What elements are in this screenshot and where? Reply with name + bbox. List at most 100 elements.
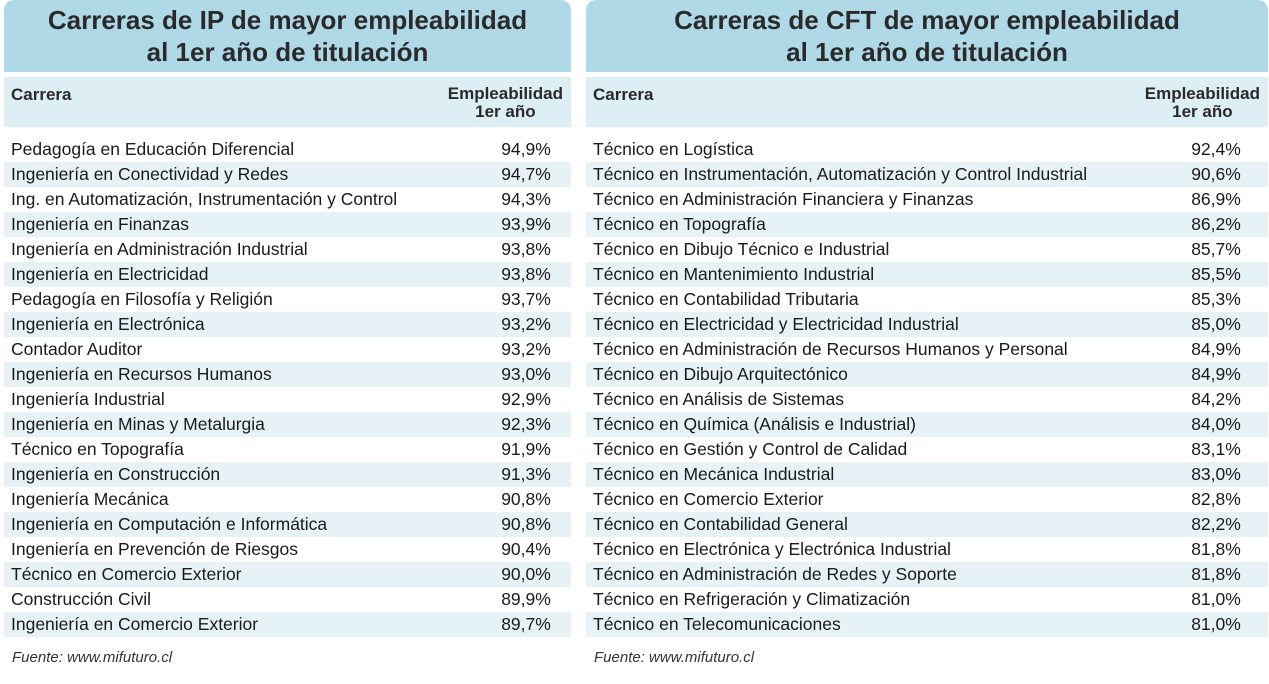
ip-title-line2: al 1er año de titulación: [146, 37, 429, 67]
career-name: Ingeniería en Minas y Metalurgia: [11, 414, 265, 434]
employability-value: 84,9%: [1191, 339, 1241, 359]
employability-value: 85,5%: [1191, 264, 1241, 284]
career-name: Técnico en Comercio Exterior: [11, 564, 242, 584]
table-row: Técnico en Administración de Recursos Hu…: [586, 337, 1268, 362]
cft-title-line2: al 1er año de titulación: [786, 37, 1068, 67]
table-row: Técnico en Topografía 86,2%: [586, 212, 1268, 237]
employability-value: 82,8%: [1191, 489, 1241, 509]
ip-rows: Pedagogía en Educación Diferencial 94,9% I…: [4, 137, 571, 637]
ip-col-emp-line1: Empleabilidad: [447, 84, 563, 103]
table-row: Contador Auditor 93,2%: [4, 337, 571, 362]
employability-value: 84,2%: [1191, 389, 1241, 409]
employability-value: 83,1%: [1191, 439, 1241, 459]
employability-value: 89,7%: [501, 614, 551, 634]
employability-value: 91,3%: [501, 464, 551, 484]
employability-value: 94,3%: [501, 189, 551, 209]
career-name: Ingeniería en Computación e Informática: [11, 514, 328, 534]
employability-value: 93,8%: [501, 264, 551, 284]
table-row: Ing. en Automatización, Instrumentación …: [4, 187, 571, 212]
career-name: Técnico en Electricidad y Electricidad I…: [593, 314, 959, 334]
employability-value: 93,7%: [501, 289, 551, 309]
table-row: Técnico en Instrumentación, Automatizaci…: [586, 162, 1268, 187]
table-row: Ingeniería en Minas y Metalurgia 92,3%: [4, 412, 571, 437]
ip-source: Fuente: www.mifuturo.cl: [12, 649, 173, 666]
career-name: Ingeniería en Administración Industrial: [11, 239, 308, 259]
career-name: Técnico en Mecánica Industrial: [593, 464, 835, 484]
employability-value: 83,0%: [1191, 464, 1241, 484]
career-name: Técnico en Química (Análisis e Industria…: [593, 414, 916, 434]
career-name: Técnico en Contabilidad Tributaria: [593, 289, 859, 309]
table-row: Técnico en Dibujo Arquitectónico 84,9%: [586, 362, 1268, 387]
employability-value: 81,8%: [1191, 539, 1241, 559]
table-row: Técnico en Contabilidad Tributaria 85,3%: [586, 287, 1268, 312]
career-name: Ingeniería en Comercio Exterior: [11, 614, 259, 634]
cft-source: Fuente: www.mifuturo.cl: [594, 649, 755, 666]
career-name: Técnico en Administración de Redes y Sop…: [593, 564, 957, 584]
career-name: Técnico en Instrumentación, Automatizaci…: [593, 164, 1088, 184]
career-name: Técnico en Refrigeración y Climatización: [593, 589, 911, 609]
employability-value: 89,9%: [501, 589, 551, 609]
table-row: Ingeniería en Construcción 91,3%: [4, 462, 571, 487]
career-name: Ingeniería en Finanzas: [11, 214, 190, 234]
career-name: Ingeniería en Electrónica: [11, 314, 205, 334]
cft-title-line1: Carreras de CFT de mayor empleabilidad: [674, 5, 1180, 35]
career-name: Técnico en Dibujo Técnico e Industrial: [593, 239, 890, 259]
table-row: Pedagogía en Filosofía y Religión 93,7%: [4, 287, 571, 312]
career-name: Ingeniería Mecánica: [11, 489, 169, 509]
table-row: Técnico en Mantenimiento Industrial 85,5%: [586, 262, 1268, 287]
employability-value: 85,0%: [1191, 314, 1241, 334]
ip-table-title: Carreras de IP de mayor empleabilidad al…: [4, 0, 571, 72]
career-name: Técnico en Administración de Recursos Hu…: [593, 339, 1068, 359]
employability-value: 90,6%: [1191, 164, 1241, 184]
cft-col-career: Carrera: [593, 85, 654, 104]
table-row: Técnico en Administración de Redes y Sop…: [586, 562, 1268, 587]
employability-value: 82,2%: [1191, 514, 1241, 534]
table-row: Ingeniería en Comercio Exterior 89,7%: [4, 612, 571, 637]
employability-value: 93,2%: [501, 339, 551, 359]
table-row: Técnico en Comercio Exterior 82,8%: [586, 487, 1268, 512]
table-row: Ingeniería en Prevención de Riesgos 90,4%: [4, 537, 571, 562]
employability-value: 86,2%: [1191, 214, 1241, 234]
cft-col-employability: Empleabilidad 1er año: [1145, 85, 1260, 121]
employability-value: 94,9%: [501, 139, 551, 159]
career-name: Técnico en Logística: [593, 139, 754, 159]
employability-value: 93,9%: [501, 214, 551, 234]
employability-value: 90,4%: [501, 539, 551, 559]
career-name: Técnico en Gestión y Control de Calidad: [593, 439, 908, 459]
career-name: Técnico en Contabilidad General: [593, 514, 848, 534]
employability-value: 90,8%: [501, 514, 551, 534]
table-row: Ingeniería Industrial 92,9%: [4, 387, 571, 412]
table-row: Técnico en Química (Análisis e Industria…: [586, 412, 1268, 437]
table-row: Técnico en Administración Financiera y F…: [586, 187, 1268, 212]
table-row: Técnico en Dibujo Técnico e Industrial 85…: [586, 237, 1268, 262]
career-name: Pedagogía en Educación Diferencial: [11, 139, 295, 159]
employability-value: 90,0%: [501, 564, 551, 584]
employability-value: 90,8%: [501, 489, 551, 509]
career-name: Pedagogía en Filosofía y Religión: [11, 289, 273, 309]
table-row: Técnico en Mecánica Industrial 83,0%: [586, 462, 1268, 487]
ip-col-employability: Empleabilidad 1er año: [448, 85, 563, 121]
ip-title-line1: Carreras de IP de mayor empleabilidad: [47, 5, 528, 35]
career-name: Técnico en Topografía: [11, 439, 184, 459]
table-row: Técnico en Análisis de Sistemas 84,2%: [586, 387, 1268, 412]
employability-value: 85,7%: [1191, 239, 1241, 259]
employability-value: 92,3%: [501, 414, 551, 434]
employability-value: 92,4%: [1191, 139, 1241, 159]
cft-table-title: Carreras de CFT de mayor empleabilidad a…: [586, 0, 1268, 72]
cft-careers-table: Carreras de CFT de mayor empleabilidad a…: [586, 0, 1268, 666]
employability-value: 94,7%: [501, 164, 551, 184]
cft-rows: Técnico en Logística 92,4% Técnico en Inst…: [586, 137, 1268, 637]
table-row: Ingeniería en Electricidad 93,8%: [4, 262, 571, 287]
employability-value: 81,0%: [1191, 589, 1241, 609]
career-name: Ingeniería en Construcción: [11, 464, 221, 484]
career-name: Ingeniería Industrial: [11, 389, 165, 409]
career-name: Ing. en Automatización, Instrumentación …: [11, 189, 398, 209]
table-row: Técnico en Comercio Exterior 90,0%: [4, 562, 571, 587]
career-name: Contador Auditor: [11, 339, 143, 359]
table-row: Técnico en Telecomunicaciones 81,0%: [586, 612, 1268, 637]
employability-value: 93,0%: [501, 364, 551, 384]
career-name: Ingeniería en Conectividad y Redes: [11, 164, 289, 184]
table-row: Ingeniería Mecánica 90,8%: [4, 487, 571, 512]
career-name: Técnico en Dibujo Arquitectónico: [593, 364, 848, 384]
table-row: Ingeniería en Electrónica 93,2%: [4, 312, 571, 337]
